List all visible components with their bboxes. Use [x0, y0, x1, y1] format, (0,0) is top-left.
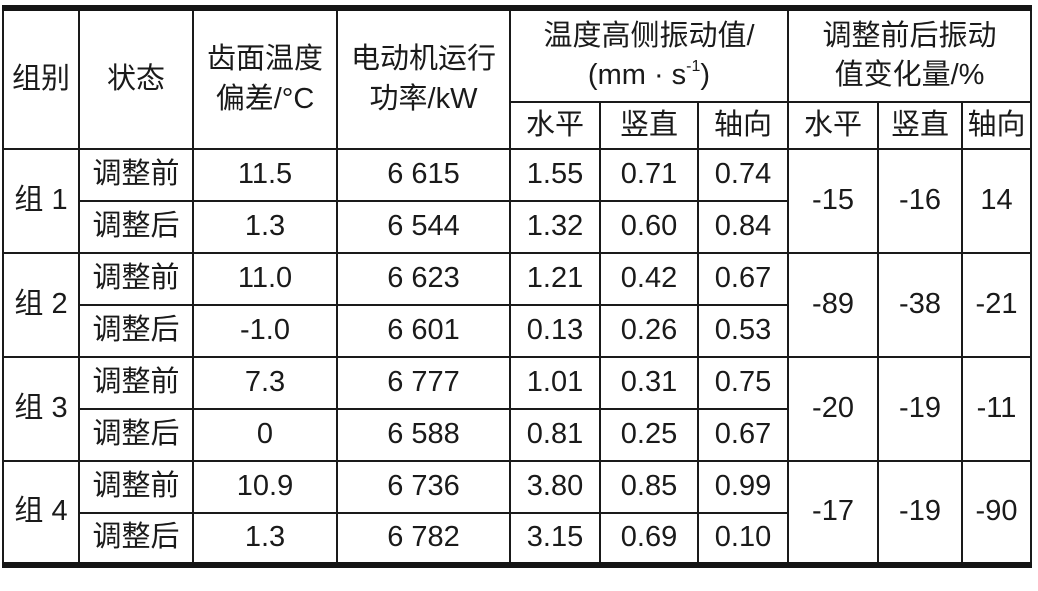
change-v-cell: -19: [877, 460, 964, 566]
temp-cell: -1.0: [192, 304, 338, 358]
change-h-cell: -89: [787, 252, 880, 358]
vib-a-cell: 0.74: [696, 148, 790, 202]
change-v-cell: -38: [877, 252, 964, 358]
change-v-cell: -16: [877, 148, 964, 254]
subheader-change-vertical: 竖直: [877, 101, 964, 150]
group-label: 组 2: [2, 252, 80, 358]
table-row: 组 1 调整前 11.5 6 615 1.55 0.71 0.74 -15 -1…: [2, 148, 1033, 254]
change-a-cell: -11: [961, 356, 1033, 462]
table-row: 组 4 调整前 10.9 6 736 3.80 0.85 0.99 -17 -1…: [2, 460, 1033, 566]
vib-h-cell: 1.55: [509, 148, 601, 202]
status-cell: 调整后: [78, 512, 194, 566]
header-vibration-value: 温度高侧振动值/ (mm · s-1): [508, 7, 790, 103]
power-cell: 6 777: [336, 356, 511, 410]
group-label: 组 1: [2, 148, 80, 254]
temp-cell: 11.5: [192, 148, 338, 202]
vib-v-cell: 0.69: [599, 512, 699, 566]
temp-cell: 7.3: [192, 356, 338, 410]
table-row: 调整后 1.3 6 544 1.32 0.60 0.84: [3, 200, 1031, 254]
header-power-line1: 电动机运行: [350, 43, 496, 76]
table-row: 调整后 0 6 588 0.81 0.25 0.67: [3, 408, 1031, 462]
vib-h-cell: 3.15: [509, 512, 601, 566]
status-cell: 调整前: [78, 252, 194, 306]
vib-a-cell: 0.84: [696, 200, 790, 254]
header-vibration-line1: 温度高侧振动值/: [543, 19, 755, 52]
vib-a-cell: 0.67: [696, 252, 790, 306]
power-cell: 6 601: [336, 304, 511, 358]
subheader-vib-axial: 轴向: [696, 101, 790, 150]
table-row: 组 3 调整前 7.3 6 777 1.01 0.31 0.75 -20 -19…: [2, 356, 1033, 462]
vib-h-cell: 1.32: [509, 200, 601, 254]
status-cell: 调整前: [78, 356, 194, 410]
status-cell: 调整后: [78, 304, 194, 358]
power-cell: 6 544: [336, 200, 511, 254]
change-h-cell: -17: [787, 460, 880, 566]
vib-a-cell: 0.53: [696, 304, 790, 358]
vib-h-cell: 1.21: [509, 252, 601, 306]
vib-a-cell: 0.67: [696, 408, 790, 462]
status-cell: 调整后: [78, 408, 194, 462]
status-cell: 调整前: [78, 460, 194, 514]
change-a-cell: 14: [961, 148, 1033, 254]
table-row: 调整后 -1.0 6 601 0.13 0.26 0.53: [3, 304, 1031, 358]
temp-cell: 1.3: [192, 200, 338, 254]
power-cell: 6 588: [336, 408, 511, 462]
vib-a-cell: 0.99: [696, 460, 790, 514]
temp-cell: 1.3: [192, 512, 338, 566]
vib-v-cell: 0.71: [599, 148, 699, 202]
header-temp-deviation: 齿面温度 偏差/°C: [192, 7, 338, 150]
vibration-unit-prefix: (mm · s: [587, 59, 687, 91]
header-temp-line2: 偏差/°C: [215, 82, 315, 115]
subheader-change-axial: 轴向: [961, 101, 1033, 150]
group-label: 组 4: [2, 460, 80, 566]
vib-v-cell: 0.60: [599, 200, 699, 254]
header-motor-power: 电动机运行 功率/kW: [336, 7, 511, 150]
header-row-top: 组别 状态 齿面温度 偏差/°C 电动机运行 功率/kW 温度高侧振动值/ (m…: [2, 7, 1033, 150]
header-change-line1: 调整前后振动: [822, 19, 997, 52]
subheader-change-horizontal: 水平: [787, 101, 880, 150]
table-row: 组 2 调整前 11.0 6 623 1.21 0.42 0.67 -89 -3…: [2, 252, 1033, 358]
vib-v-cell: 0.42: [599, 252, 699, 306]
power-cell: 6 782: [336, 512, 511, 566]
temp-cell: 10.9: [192, 460, 338, 514]
change-h-cell: -15: [787, 148, 880, 254]
header-change-percent: 调整前后振动 值变化量/%: [787, 7, 1033, 103]
vib-h-cell: 3.80: [509, 460, 601, 514]
change-v-cell: -19: [877, 356, 964, 462]
status-cell: 调整前: [78, 148, 194, 202]
temp-cell: 11.0: [192, 252, 338, 306]
change-h-cell: -20: [787, 356, 880, 462]
vib-v-cell: 0.85: [599, 460, 699, 514]
subheader-vib-horizontal: 水平: [509, 101, 601, 150]
header-change-line2: 值变化量/%: [834, 59, 985, 91]
temp-cell: 0: [192, 408, 338, 462]
vib-h-cell: 1.01: [509, 356, 601, 410]
group-label: 组 3: [2, 356, 80, 462]
header-status: 状态: [78, 7, 194, 150]
header-temp-line1: 齿面温度: [206, 43, 323, 76]
header-group: 组别: [2, 7, 80, 150]
power-cell: 6 615: [336, 148, 511, 202]
power-cell: 6 623: [336, 252, 511, 306]
vib-v-cell: 0.25: [599, 408, 699, 462]
vibration-unit-suffix: ): [700, 59, 711, 91]
subheader-vib-vertical: 竖直: [599, 101, 699, 150]
vib-a-cell: 0.10: [696, 512, 790, 566]
vib-v-cell: 0.26: [599, 304, 699, 358]
power-cell: 6 736: [336, 460, 511, 514]
status-cell: 调整后: [78, 200, 194, 254]
change-a-cell: -21: [961, 252, 1033, 358]
vibration-unit-sup: -1: [686, 58, 701, 76]
header-power-line2: 功率/kW: [369, 82, 478, 115]
vib-h-cell: 0.13: [509, 304, 601, 358]
vib-h-cell: 0.81: [509, 408, 601, 462]
change-a-cell: -90: [961, 460, 1033, 566]
data-table: 组别 状态 齿面温度 偏差/°C 电动机运行 功率/kW 温度高侧振动值/ (m…: [2, 5, 1033, 568]
table-row: 调整后 1.3 6 782 3.15 0.69 0.10: [3, 512, 1031, 566]
vib-v-cell: 0.31: [599, 356, 699, 410]
vib-a-cell: 0.75: [696, 356, 790, 410]
header-vibration-unit: (mm · s-1): [512, 56, 786, 95]
header-row-sub: 水平 竖直 轴向 水平 竖直 轴向: [3, 101, 1033, 150]
